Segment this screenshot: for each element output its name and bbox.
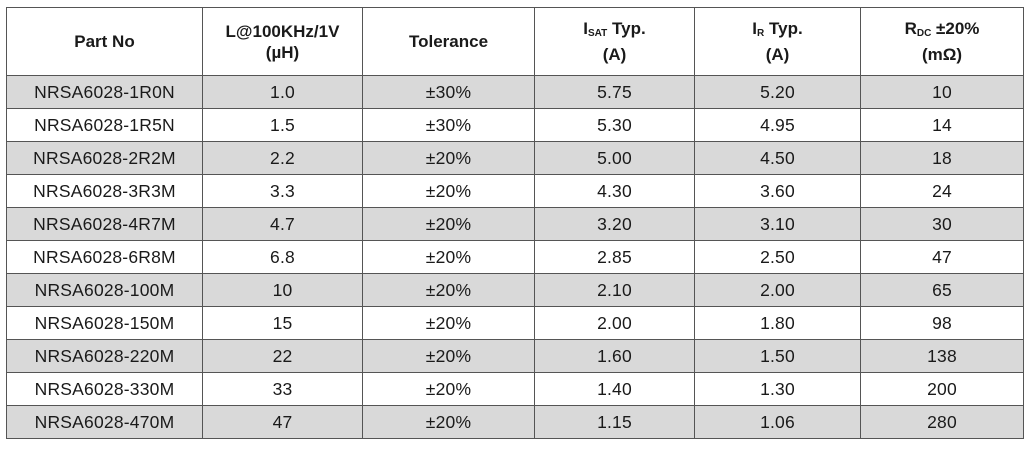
cell-rdc: 98 bbox=[860, 306, 1024, 340]
cell-isat: 1.40 bbox=[534, 372, 695, 406]
header-ir: IR Typ. (A) bbox=[694, 7, 861, 76]
header-ir-label: IR Typ. bbox=[752, 19, 803, 39]
cell-rdc: 280 bbox=[860, 405, 1024, 439]
cell-ir: 4.95 bbox=[694, 108, 861, 142]
cell-tolerance: ±20% bbox=[362, 174, 535, 208]
header-tolerance: Tolerance bbox=[362, 7, 535, 76]
cell-part-no: NRSA6028-1R0N bbox=[6, 75, 203, 109]
cell-isat: 2.00 bbox=[534, 306, 695, 340]
cell-rdc: 24 bbox=[860, 174, 1024, 208]
cell-isat: 4.30 bbox=[534, 174, 695, 208]
cell-rdc: 47 bbox=[860, 240, 1024, 274]
table-body: NRSA6028-1R0N 1.0 ±30% 5.75 5.20 10 NRSA6028-1… bbox=[6, 75, 1024, 439]
header-part-no: Part No bbox=[6, 7, 203, 76]
cell-tolerance: ±20% bbox=[362, 339, 535, 373]
cell-tolerance: ±30% bbox=[362, 108, 535, 142]
header-isat-label: ISAT Typ. bbox=[583, 19, 646, 39]
table-row: NRSA6028-150M 15 ±20% 2.00 1.80 98 bbox=[6, 306, 1024, 340]
cell-inductance: 1.5 bbox=[202, 108, 363, 142]
cell-inductance: 3.3 bbox=[202, 174, 363, 208]
cell-inductance: 22 bbox=[202, 339, 363, 373]
inductor-spec-table: Part No L@100KHz/1V (µH) Tolerance ISAT … bbox=[6, 7, 1024, 439]
cell-isat: 1.15 bbox=[534, 405, 695, 439]
cell-isat: 5.75 bbox=[534, 75, 695, 109]
cell-ir: 3.60 bbox=[694, 174, 861, 208]
table-row: NRSA6028-220M 22 ±20% 1.60 1.50 138 bbox=[6, 339, 1024, 373]
table-row: NRSA6028-6R8M 6.8 ±20% 2.85 2.50 47 bbox=[6, 240, 1024, 274]
cell-part-no: NRSA6028-1R5N bbox=[6, 108, 203, 142]
cell-rdc: 200 bbox=[860, 372, 1024, 406]
cell-part-no: NRSA6028-4R7M bbox=[6, 207, 203, 241]
cell-inductance: 1.0 bbox=[202, 75, 363, 109]
header-rdc-label: RDC ±20% bbox=[904, 19, 980, 39]
cell-rdc: 138 bbox=[860, 339, 1024, 373]
table-row: NRSA6028-100M 10 ±20% 2.10 2.00 65 bbox=[6, 273, 1024, 307]
cell-isat: 2.10 bbox=[534, 273, 695, 307]
cell-inductance: 2.2 bbox=[202, 141, 363, 175]
cell-ir: 2.00 bbox=[694, 273, 861, 307]
table-row: NRSA6028-470M 47 ±20% 1.15 1.06 280 bbox=[6, 405, 1024, 439]
cell-part-no: NRSA6028-150M bbox=[6, 306, 203, 340]
spec-table-container: Part No L@100KHz/1V (µH) Tolerance ISAT … bbox=[6, 7, 1024, 439]
cell-part-no: NRSA6028-3R3M bbox=[6, 174, 203, 208]
cell-inductance: 10 bbox=[202, 273, 363, 307]
cell-isat: 1.60 bbox=[534, 339, 695, 373]
cell-isat: 3.20 bbox=[534, 207, 695, 241]
cell-ir: 4.50 bbox=[694, 141, 861, 175]
cell-ir: 3.10 bbox=[694, 207, 861, 241]
header-rdc: RDC ±20% (mΩ) bbox=[860, 7, 1024, 76]
cell-isat: 5.00 bbox=[534, 141, 695, 175]
cell-ir: 2.50 bbox=[694, 240, 861, 274]
cell-inductance: 33 bbox=[202, 372, 363, 406]
cell-rdc: 10 bbox=[860, 75, 1024, 109]
header-row: Part No L@100KHz/1V (µH) Tolerance ISAT … bbox=[6, 7, 1024, 76]
cell-isat: 5.30 bbox=[534, 108, 695, 142]
cell-inductance: 6.8 bbox=[202, 240, 363, 274]
cell-inductance: 47 bbox=[202, 405, 363, 439]
cell-inductance: 15 bbox=[202, 306, 363, 340]
cell-part-no: NRSA6028-6R8M bbox=[6, 240, 203, 274]
cell-ir: 1.80 bbox=[694, 306, 861, 340]
cell-ir: 1.50 bbox=[694, 339, 861, 373]
cell-inductance: 4.7 bbox=[202, 207, 363, 241]
cell-part-no: NRSA6028-2R2M bbox=[6, 141, 203, 175]
cell-part-no: NRSA6028-330M bbox=[6, 372, 203, 406]
cell-tolerance: ±20% bbox=[362, 405, 535, 439]
cell-tolerance: ±30% bbox=[362, 75, 535, 109]
cell-ir: 1.30 bbox=[694, 372, 861, 406]
header-inductance: L@100KHz/1V (µH) bbox=[202, 7, 363, 76]
cell-tolerance: ±20% bbox=[362, 207, 535, 241]
cell-part-no: NRSA6028-220M bbox=[6, 339, 203, 373]
cell-tolerance: ±20% bbox=[362, 273, 535, 307]
table-row: NRSA6028-3R3M 3.3 ±20% 4.30 3.60 24 bbox=[6, 174, 1024, 208]
cell-rdc: 14 bbox=[860, 108, 1024, 142]
table-row: NRSA6028-2R2M 2.2 ±20% 5.00 4.50 18 bbox=[6, 141, 1024, 175]
header-isat: ISAT Typ. (A) bbox=[534, 7, 695, 76]
cell-tolerance: ±20% bbox=[362, 141, 535, 175]
cell-tolerance: ±20% bbox=[362, 240, 535, 274]
cell-part-no: NRSA6028-470M bbox=[6, 405, 203, 439]
cell-tolerance: ±20% bbox=[362, 306, 535, 340]
cell-ir: 5.20 bbox=[694, 75, 861, 109]
cell-part-no: NRSA6028-100M bbox=[6, 273, 203, 307]
cell-isat: 2.85 bbox=[534, 240, 695, 274]
cell-ir: 1.06 bbox=[694, 405, 861, 439]
table-row: NRSA6028-1R0N 1.0 ±30% 5.75 5.20 10 bbox=[6, 75, 1024, 109]
cell-tolerance: ±20% bbox=[362, 372, 535, 406]
cell-rdc: 65 bbox=[860, 273, 1024, 307]
table-row: NRSA6028-4R7M 4.7 ±20% 3.20 3.10 30 bbox=[6, 207, 1024, 241]
cell-rdc: 30 bbox=[860, 207, 1024, 241]
table-row: NRSA6028-1R5N 1.5 ±30% 5.30 4.95 14 bbox=[6, 108, 1024, 142]
table-row: NRSA6028-330M 33 ±20% 1.40 1.30 200 bbox=[6, 372, 1024, 406]
cell-rdc: 18 bbox=[860, 141, 1024, 175]
